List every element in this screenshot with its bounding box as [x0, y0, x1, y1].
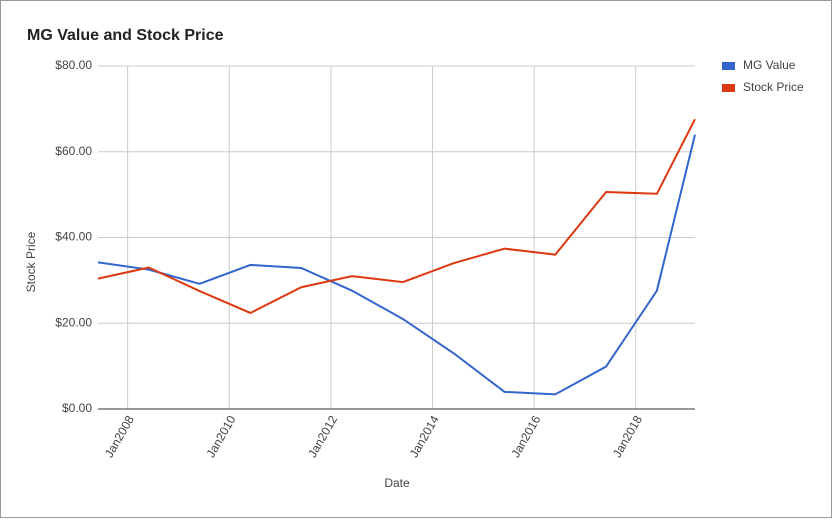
- legend-label: Stock Price: [743, 80, 804, 94]
- y-tick-label: $40.00: [55, 230, 92, 244]
- legend-swatch: [722, 62, 735, 70]
- series-line: [97, 118, 696, 315]
- y-tick-label: $20.00: [55, 315, 92, 329]
- chart-title: MG Value and Stock Price: [27, 27, 224, 44]
- y-tick-label: $60.00: [55, 144, 92, 158]
- y-axis-label: Stock Price: [24, 231, 38, 292]
- legend-swatch: [722, 84, 735, 92]
- series-line: [97, 134, 696, 396]
- x-axis-label: Date: [384, 476, 410, 490]
- legend-label: MG Value: [743, 58, 796, 72]
- y-tick-label: $80.00: [55, 58, 92, 72]
- y-tick-label: $0.00: [62, 401, 92, 415]
